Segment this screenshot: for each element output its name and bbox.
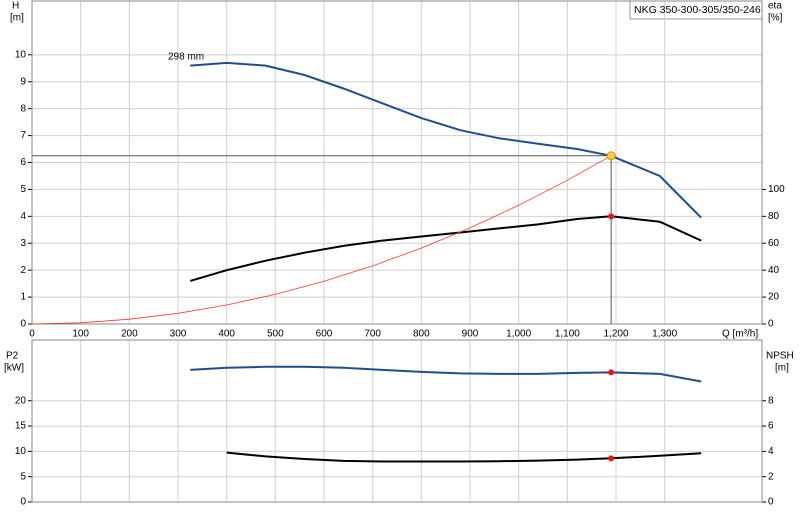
x-tick-label: 800 (413, 329, 430, 340)
x-tick-label: 0 (29, 329, 35, 340)
impeller-label: 298 mm (168, 52, 204, 63)
y-tick-label: 5 (20, 471, 26, 482)
y-label: P2 (6, 351, 19, 362)
y2-label: eta (768, 1, 782, 12)
y2-tick-label: 0 (768, 319, 774, 330)
y2-unit: [%] (768, 13, 783, 24)
y2-tick-label: 8 (768, 395, 774, 406)
y2-tick-label: 2 (768, 471, 774, 482)
y-unit: [m] (10, 13, 24, 24)
chart-title: NKG 350-300-305/350-246 (634, 4, 761, 16)
y-tick-label: 10 (15, 446, 27, 457)
x-tick-label: 1,100 (555, 329, 580, 340)
x-tick-label: 100 (72, 329, 89, 340)
operating-point (608, 455, 615, 462)
x-tick-label: 1,000 (506, 329, 531, 340)
plot-frame (31, 0, 763, 325)
x-tick-label: 1,300 (652, 329, 677, 340)
curve (190, 365, 702, 383)
y2-tick-label: 4 (768, 446, 774, 457)
y-tick-label: 4 (20, 211, 26, 222)
x-tick-label: 300 (170, 329, 187, 340)
y2-unit: [m] (775, 363, 789, 374)
plot-frame (31, 339, 763, 503)
x-tick-label: 1,200 (603, 329, 628, 340)
y2-tick-label: 60 (768, 238, 780, 249)
operating-point (606, 151, 616, 161)
y-tick-label: 1 (20, 292, 26, 303)
y-tick-label: 9 (20, 76, 26, 87)
operating-point (608, 369, 615, 376)
x-tick-label: 600 (316, 329, 333, 340)
y2-tick-label: 40 (768, 265, 780, 276)
y-tick-label: 5 (20, 184, 26, 195)
y-tick-label: 3 (20, 238, 26, 249)
y-tick-label: 0 (20, 319, 26, 330)
y2-tick-label: 6 (768, 421, 774, 432)
x-tick-label: 900 (462, 329, 479, 340)
x-tick-label: 700 (364, 329, 381, 340)
x-label: Q [m³/h] (722, 329, 758, 340)
curve (31, 155, 612, 325)
y-tick-label: 10 (15, 49, 27, 60)
y-tick-label: 7 (20, 130, 26, 141)
x-tick-label: 200 (121, 329, 138, 340)
x-tick-label: 400 (218, 329, 235, 340)
y-tick-label: 6 (20, 157, 26, 168)
y2-tick-label: 20 (768, 292, 780, 303)
y-label: H (12, 1, 19, 12)
y2-tick-label: 0 (768, 497, 774, 508)
y2-tick-label: 80 (768, 211, 780, 222)
y-tick-label: 8 (20, 103, 26, 114)
y-unit: [kW] (4, 363, 24, 374)
curve (226, 451, 702, 463)
y2-tick-label: 100 (768, 184, 785, 195)
x-tick-label: 500 (267, 329, 284, 340)
y-tick-label: 20 (15, 395, 27, 406)
curve (189, 215, 702, 282)
operating-point (608, 213, 615, 220)
y-tick-label: 2 (20, 265, 26, 276)
y-tick-label: 0 (20, 497, 26, 508)
curve (190, 61, 702, 219)
y2-label: NPSH (766, 351, 794, 362)
y-tick-label: 15 (15, 421, 27, 432)
